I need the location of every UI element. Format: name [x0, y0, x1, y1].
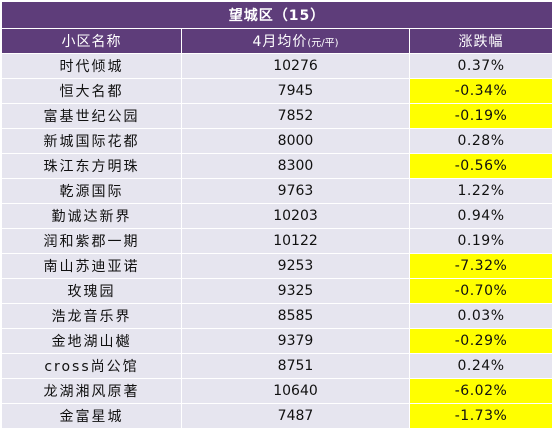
cell-avg-price: 7487: [181, 403, 410, 429]
cell-avg-price: 9253: [181, 253, 410, 279]
table-body: 时代倾城 10276 0.37% 恒大名都 7945 -0.34% 富基世纪公园 7852 -0…: [1, 53, 553, 429]
cell-community-name: 润和紫郡一期: [1, 228, 182, 254]
table-row: 新城国际花都 8000 0.28%: [1, 128, 553, 154]
cell-community-name: 龙湖湘风原著: [1, 378, 182, 404]
cell-price-change: -0.34%: [408, 78, 553, 104]
cell-price-change: -0.56%: [408, 153, 553, 179]
cell-price-change: 0.03%: [408, 303, 553, 329]
cell-price-change: 1.22%: [408, 178, 553, 204]
table-row: 玫瑰园 9325 -0.70%: [1, 278, 553, 304]
table-title: 望城区（15）: [0, 1, 553, 29]
table-title-row: 望城区（15）: [0, 1, 553, 29]
table-row: 勤诚达新界 10203 0.94%: [1, 203, 553, 229]
cell-avg-price: 10276: [181, 53, 410, 79]
table-row: 金地湖山樾 9379 -0.29%: [1, 328, 553, 354]
column-header-row: 小区名称 4月均价(元/平) 涨跌幅: [1, 28, 553, 54]
cell-community-name: 浩龙音乐界: [1, 303, 182, 329]
column-header-price-label: 4月均价: [252, 34, 308, 50]
table-row: 润和紫郡一期 10122 0.19%: [1, 228, 553, 254]
cell-price-change: 0.19%: [408, 228, 553, 254]
cell-community-name: 金地湖山樾: [1, 328, 182, 354]
cell-price-change: 0.24%: [408, 353, 553, 379]
cell-price-change: -6.02%: [408, 378, 553, 404]
table-row: cross尚公馆 8751 0.24%: [1, 353, 553, 379]
column-header-price: 4月均价(元/平): [181, 28, 410, 54]
cell-community-name: 金富星城: [1, 403, 182, 429]
cell-community-name: 勤诚达新界: [1, 203, 182, 229]
cell-community-name: 恒大名都: [1, 78, 182, 104]
column-header-name: 小区名称: [1, 28, 182, 54]
cell-community-name: 珠江东方明珠: [1, 153, 182, 179]
cell-avg-price: 8751: [181, 353, 410, 379]
cell-avg-price: 9325: [181, 278, 410, 304]
cell-price-change: -7.32%: [408, 253, 553, 279]
table-row: 金富星城 7487 -1.73%: [1, 403, 553, 429]
table-row: 南山苏迪亚诺 9253 -7.32%: [1, 253, 553, 279]
cell-community-name: 富基世纪公园: [1, 103, 182, 129]
price-table: 望城区（15） 小区名称 4月均价(元/平) 涨跌幅 时代倾城 10276 0.37…: [0, 1, 553, 429]
cell-price-change: 0.28%: [408, 128, 553, 154]
cell-community-name: 新城国际花都: [1, 128, 182, 154]
cell-price-change: 0.94%: [408, 203, 553, 229]
cell-community-name: 乾源国际: [1, 178, 182, 204]
cell-price-change: -0.19%: [408, 103, 553, 129]
cell-avg-price: 10203: [181, 203, 410, 229]
cell-avg-price: 7852: [181, 103, 410, 129]
column-header-price-unit: (元/平): [307, 38, 339, 49]
cell-avg-price: 8585: [181, 303, 410, 329]
cell-price-change: -1.73%: [408, 403, 553, 429]
cell-price-change: 0.37%: [408, 53, 553, 79]
cell-price-change: -0.70%: [408, 278, 553, 304]
cell-avg-price: 10640: [181, 378, 410, 404]
cell-avg-price: 7945: [181, 78, 410, 104]
cell-price-change: -0.29%: [408, 328, 553, 354]
cell-community-name: 玫瑰园: [1, 278, 182, 304]
table-row: 龙湖湘风原著 10640 -6.02%: [1, 378, 553, 404]
table-row: 乾源国际 9763 1.22%: [1, 178, 553, 204]
table-row: 珠江东方明珠 8300 -0.56%: [1, 153, 553, 179]
table-row: 时代倾城 10276 0.37%: [1, 53, 553, 79]
cell-community-name: cross尚公馆: [1, 353, 182, 379]
cell-avg-price: 9379: [181, 328, 410, 354]
table-row: 恒大名都 7945 -0.34%: [1, 78, 553, 104]
column-header-change: 涨跌幅: [408, 28, 553, 54]
cell-community-name: 时代倾城: [1, 53, 182, 79]
cell-avg-price: 8000: [181, 128, 410, 154]
cell-avg-price: 8300: [181, 153, 410, 179]
table-row: 富基世纪公园 7852 -0.19%: [1, 103, 553, 129]
cell-avg-price: 10122: [181, 228, 410, 254]
cell-avg-price: 9763: [181, 178, 410, 204]
cell-community-name: 南山苏迪亚诺: [1, 253, 182, 279]
table-row: 浩龙音乐界 8585 0.03%: [1, 303, 553, 329]
